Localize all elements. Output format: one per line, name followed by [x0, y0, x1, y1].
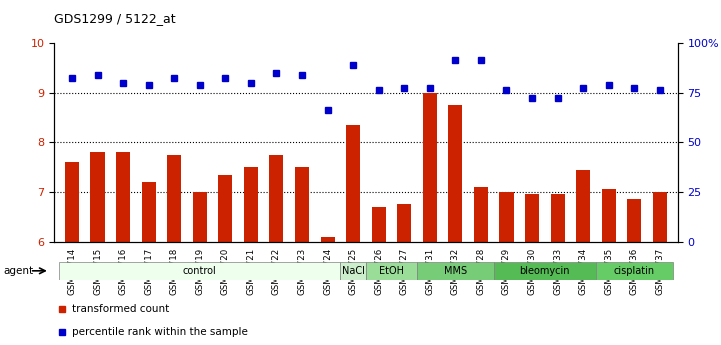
Bar — [141, 182, 156, 241]
Bar — [417, 262, 494, 280]
Bar — [167, 155, 181, 242]
Bar — [59, 262, 340, 280]
Bar — [366, 262, 417, 280]
Bar — [193, 192, 207, 242]
Bar — [244, 167, 258, 242]
Text: bleomycin: bleomycin — [520, 266, 570, 276]
Bar — [91, 152, 105, 242]
Text: transformed count: transformed count — [71, 304, 169, 314]
Text: NaCl: NaCl — [342, 266, 365, 276]
Bar — [218, 175, 232, 241]
Bar — [423, 93, 437, 241]
Text: control: control — [183, 266, 216, 276]
Bar — [65, 162, 79, 241]
Bar — [346, 125, 360, 242]
Bar — [474, 187, 488, 241]
Bar — [602, 189, 616, 241]
Bar — [448, 105, 462, 241]
Text: GDS1299 / 5122_at: GDS1299 / 5122_at — [54, 12, 176, 25]
Bar — [321, 237, 335, 241]
Bar — [627, 199, 641, 242]
Bar — [653, 192, 667, 242]
Bar — [494, 262, 596, 280]
Bar — [371, 207, 386, 242]
Bar — [397, 204, 411, 241]
Bar — [340, 262, 366, 280]
Text: percentile rank within the sample: percentile rank within the sample — [71, 327, 247, 337]
Bar — [551, 194, 565, 242]
Bar — [116, 152, 130, 242]
Bar — [525, 194, 539, 242]
Text: agent: agent — [4, 266, 34, 276]
Bar — [596, 262, 673, 280]
Bar — [576, 170, 590, 242]
Bar — [500, 192, 513, 242]
Text: cisplatin: cisplatin — [614, 266, 655, 276]
Text: EtOH: EtOH — [379, 266, 404, 276]
Bar — [270, 155, 283, 242]
Bar — [295, 167, 309, 242]
Text: MMS: MMS — [444, 266, 467, 276]
